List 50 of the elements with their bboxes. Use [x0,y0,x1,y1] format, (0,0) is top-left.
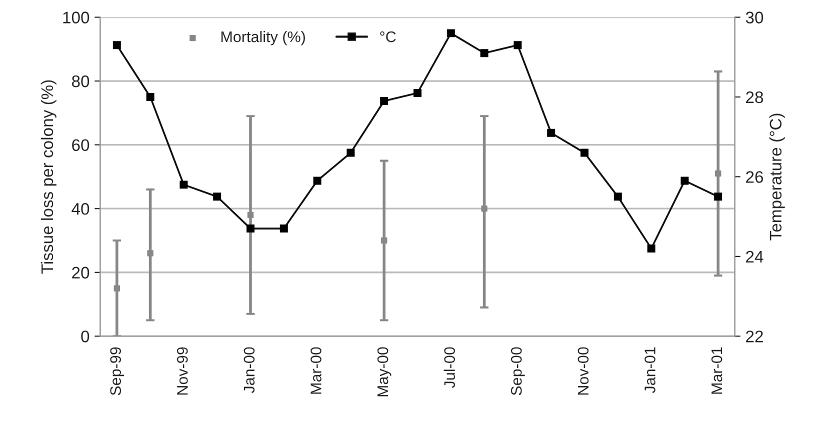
x-tick-label: Jul-00 [444,347,455,388]
x-tick-label: Jan-00 [244,347,255,394]
point [114,285,120,292]
y2-tick-label: 30 [746,12,764,24]
point [112,41,121,50]
x-tick-label: May-00 [377,347,392,396]
y-tick-label: 40 [72,203,90,215]
x-tick-label: Nov-99 [176,347,188,395]
point [446,29,455,38]
point [247,212,254,218]
point [680,176,689,185]
point [514,41,522,50]
y-axis-title: Tissue loss per colony (%) [40,80,56,274]
point [481,206,488,212]
x-tick-label: Mar-00 [310,347,322,394]
y2-tick-label: 28 [746,91,764,104]
point [313,176,322,185]
point [280,224,288,233]
point [480,49,488,58]
y2-axis-title: Temperature (°C) [769,114,785,240]
point [580,148,588,157]
x-tick-label: Sep-00 [510,347,525,396]
y2-tick-label: 26 [746,171,764,183]
x-tick-label: Mar-01 [711,347,722,394]
point [146,92,154,101]
point [213,192,222,201]
x-tick-label: Jan-01 [644,347,656,394]
y-tick-label: 20 [72,266,90,279]
point [147,250,154,256]
legend-label: °C [380,31,396,42]
point [547,128,556,137]
y-tick-label: 60 [72,139,90,152]
x-tick-label: Nov-00 [578,347,589,395]
point [647,244,656,252]
legend-label: Mortality (%) [221,30,305,46]
point [246,224,254,233]
point [346,148,355,157]
point [414,88,422,97]
point [381,237,388,244]
point [715,170,722,177]
x-tick-label: Sep-99 [110,347,124,396]
y2-tick-label: 22 [746,330,763,342]
point [714,192,722,201]
y-tick-label: 0 [81,330,90,342]
point [614,192,622,201]
y-tick-label: 80 [72,75,90,88]
point [180,180,188,189]
point [380,96,388,105]
y-tick-label: 100 [63,12,90,24]
y2-tick-label: 24 [746,250,764,262]
